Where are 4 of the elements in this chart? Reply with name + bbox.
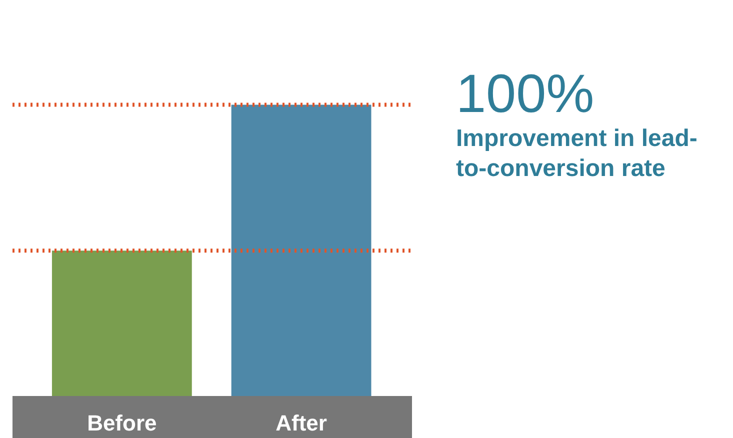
text: 100%	[456, 64, 596, 124]
x-tick-label: Before	[87, 410, 157, 436]
text: Improvement in lead-to-conversion rate	[456, 124, 698, 184]
x-tick-label: After	[276, 410, 328, 436]
